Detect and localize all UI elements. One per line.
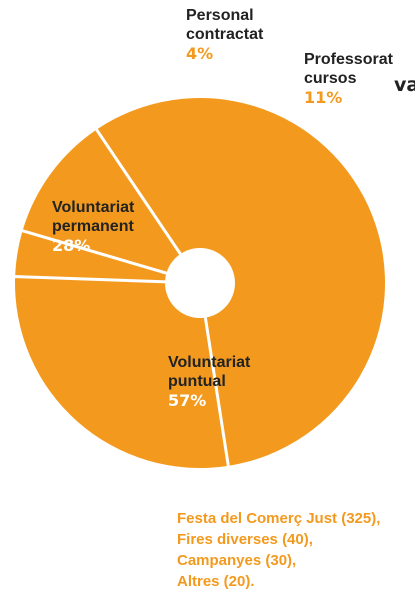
slice-label-line: contractat xyxy=(186,26,264,43)
label-voluntariat-puntual: Voluntariat puntual 57% xyxy=(168,353,250,411)
slice-label-line: Voluntariat xyxy=(168,354,251,371)
chart-title: va xyxy=(394,74,415,96)
pie-slice xyxy=(96,97,386,466)
label-voluntariat-permanent: Voluntariat permanent 28% xyxy=(52,198,134,256)
footnote: Festa del Comerç Just (325), Fires diver… xyxy=(177,508,380,592)
slice-percent: 57% xyxy=(168,391,207,410)
slice-label-line: puntual xyxy=(168,373,226,390)
pie-slice xyxy=(22,129,201,283)
label-personal-contractat: Personal contractat 4% xyxy=(186,6,263,64)
slice-label-line: cursos xyxy=(304,70,357,87)
slice-label-line: Personal xyxy=(186,7,254,24)
slice-percent: 28% xyxy=(52,236,91,255)
slice-percent: 11% xyxy=(304,88,343,107)
donut-hole xyxy=(165,248,235,318)
slice-label-line: Professorat xyxy=(304,51,393,68)
footnote-line: Festa del Comerç Just (325), xyxy=(177,510,381,527)
footnote-line: Campanyes (30), xyxy=(177,552,297,569)
slice-percent: 4% xyxy=(186,44,214,63)
slice-label-line: Voluntariat xyxy=(52,199,135,216)
slice-label-line: permanent xyxy=(52,218,134,235)
pie-slice xyxy=(14,276,229,468)
footnote-line: Altres (20). xyxy=(177,573,255,590)
footnote-line: Fires diverses (40), xyxy=(177,531,313,548)
label-professorat-cursos: Professorat cursos 11% xyxy=(304,50,393,108)
